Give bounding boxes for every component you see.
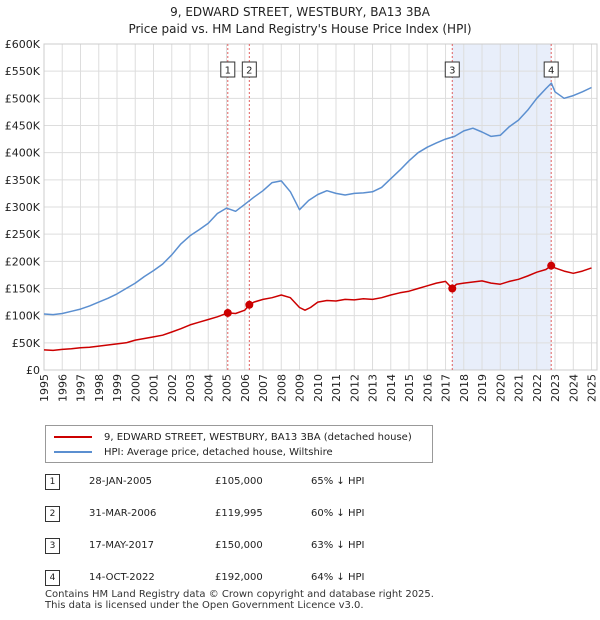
y-tick-label: £300K [5, 201, 41, 214]
y-tick-label: £50K [12, 337, 41, 350]
chart-legend: 9, EDWARD STREET, WESTBURY, BA13 3BA (de… [45, 425, 433, 463]
x-tick-label: 2019 [476, 374, 489, 402]
x-tick-label: 2004 [202, 374, 215, 402]
sale-point [245, 300, 254, 309]
table-row: 4 14-OCT-2022 £192,000 64% ↓ HPI [45, 570, 445, 586]
x-tick-label: 2011 [330, 374, 343, 402]
y-tick-label: £150K [5, 283, 41, 296]
sale-number-badge: 2 [45, 506, 60, 522]
price-chart: £0 £50K £100K £150K £200K £250K £300K £350K £400… [5, 38, 599, 402]
property-price-line [43, 264, 592, 352]
sale-price: £119,995 [215, 508, 263, 519]
x-tick-label: 2008 [275, 374, 288, 402]
legend-label-property: 9, EDWARD STREET, WESTBURY, BA13 3BA (de… [104, 431, 412, 443]
x-tick-label: 2005 [221, 374, 234, 402]
chart-title-line1: 9, EDWARD STREET, WESTBURY, BA13 3BA [170, 5, 430, 19]
legend-item-hpi: HPI: Average price, detached house, Wilt… [54, 445, 333, 459]
x-tick-label: 2001 [148, 374, 161, 402]
y-tick-label: £250K [5, 228, 41, 241]
x-tick-label: 2025 [586, 374, 599, 402]
legend-label-hpi: HPI: Average price, detached house, Wilt… [104, 446, 333, 458]
x-tick-label: 2003 [184, 374, 197, 402]
footer-line1: Contains HM Land Registry data © Crown c… [45, 589, 434, 600]
sale-marker-box [543, 61, 559, 78]
legend-swatch-property [54, 436, 92, 438]
x-tick-label: 2024 [567, 374, 580, 402]
sale-price: £192,000 [215, 572, 263, 583]
y-tick-label: £600K [5, 38, 41, 51]
y-tick-label: £450K [5, 120, 41, 133]
x-tick-label: 2012 [348, 374, 361, 402]
sale-number-badge: 4 [45, 570, 60, 586]
table-row: 1 28-JAN-2005 £105,000 65% ↓ HPI [45, 474, 445, 490]
x-tick-label: 1999 [111, 374, 124, 402]
x-tick-label: 2007 [257, 374, 270, 402]
x-tick-label: 1998 [93, 374, 106, 402]
sale-price: £150,000 [215, 540, 263, 551]
sale-point [448, 284, 457, 293]
x-tick-label: 2021 [513, 374, 526, 402]
table-row: 2 31-MAR-2006 £119,995 60% ↓ HPI [45, 506, 445, 522]
y-tick-label: £550K [5, 65, 41, 78]
sale-hpi-diff: 65% ↓ HPI [311, 476, 365, 487]
sale-marker-box [220, 61, 236, 78]
sale-date: 14-OCT-2022 [89, 572, 155, 583]
x-tick-label: 1997 [75, 374, 88, 402]
x-tick-label: 2002 [166, 374, 179, 402]
sale-hpi-diff: 64% ↓ HPI [311, 572, 365, 583]
y-tick-label: £200K [5, 255, 41, 268]
sale-marker-label: 2 [246, 66, 252, 77]
sale-date: 28-JAN-2005 [89, 476, 153, 487]
hpi-line [43, 82, 592, 316]
footer-attribution: Contains HM Land Registry data © Crown c… [45, 589, 434, 611]
chart-title-line2: Price paid vs. HM Land Registry's House … [128, 22, 472, 36]
sale-hpi-diff: 63% ↓ HPI [311, 540, 365, 551]
x-tick-label: 2017 [440, 374, 453, 402]
y-tick-label: £500K [5, 92, 41, 105]
x-tick-label: 2006 [239, 374, 252, 402]
sale-marker-label: 4 [548, 66, 554, 77]
x-tick-label: 2016 [421, 374, 434, 402]
sale-point [223, 308, 232, 317]
sale-marker-label: 3 [449, 66, 455, 77]
sale-date: 31-MAR-2006 [89, 508, 157, 519]
x-tick-label: 2013 [367, 374, 380, 402]
x-tick-label: 1996 [56, 374, 69, 402]
y-tick-label: £0 [26, 364, 40, 377]
sale-date: 17-MAY-2017 [89, 540, 155, 551]
x-tick-label: 1995 [38, 374, 51, 402]
sale-price: £105,000 [215, 476, 263, 487]
legend-swatch-hpi [54, 451, 92, 453]
x-tick-label: 2023 [549, 374, 562, 402]
x-tick-label: 2022 [531, 374, 544, 402]
sale-marker-label: 1 [225, 66, 231, 77]
sale-point [547, 261, 556, 270]
legend-item-property: 9, EDWARD STREET, WESTBURY, BA13 3BA (de… [54, 430, 412, 444]
x-tick-label: 2010 [312, 374, 325, 402]
x-tick-label: 2015 [403, 374, 416, 402]
y-tick-label: £350K [5, 174, 41, 187]
x-tick-label: 2000 [129, 374, 142, 402]
y-tick-label: £400K [5, 147, 41, 160]
x-tick-label: 2009 [294, 374, 307, 402]
footer-line2: This data is licensed under the Open Gov… [45, 600, 364, 611]
sale-marker-box [241, 61, 257, 78]
sale-hpi-diff: 60% ↓ HPI [311, 508, 365, 519]
x-tick-label: 2020 [494, 374, 507, 402]
table-row: 3 17-MAY-2017 £150,000 63% ↓ HPI [45, 538, 445, 554]
sale-number-badge: 1 [45, 474, 60, 490]
plot-border [43, 43, 598, 371]
x-tick-label: 2018 [458, 374, 471, 402]
chart-title: 9, EDWARD STREET, WESTBURY, BA13 3BA Pri… [0, 4, 600, 38]
y-tick-label: £100K [5, 310, 41, 323]
sale-marker-box [444, 61, 460, 78]
sale-number-badge: 3 [45, 538, 60, 554]
x-tick-label: 2014 [385, 374, 398, 402]
